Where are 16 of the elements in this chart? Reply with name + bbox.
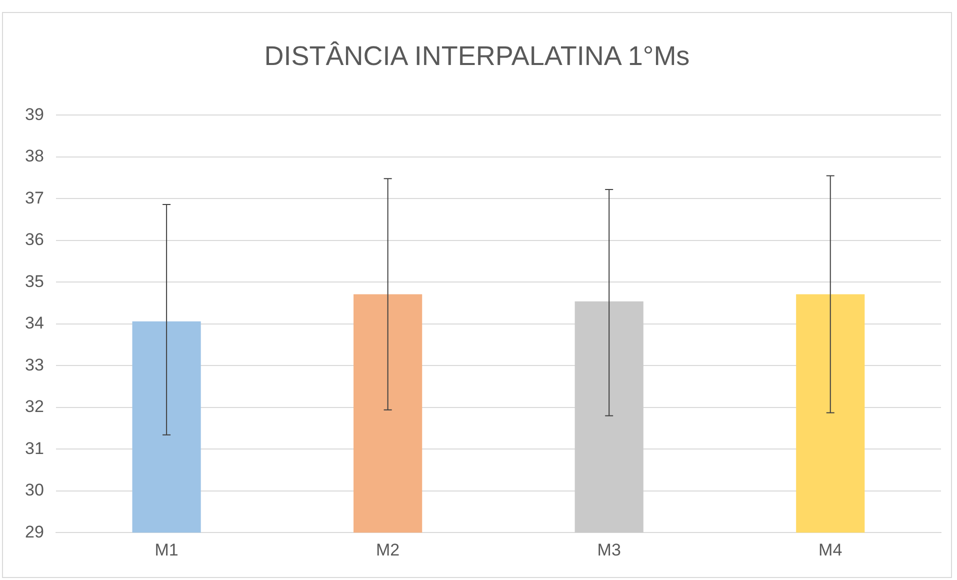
chart-title: DISTÂNCIA INTERPALATINA 1°Ms	[263, 41, 691, 72]
x-tick-label: M1	[154, 540, 178, 560]
x-tick-label: M2	[376, 540, 400, 560]
y-tick-label: 37	[24, 188, 44, 208]
y-tick-label: 36	[24, 230, 44, 250]
y-tick-label: 30	[24, 480, 44, 500]
y-tick-label: 38	[24, 146, 44, 166]
y-tick-label: 32	[24, 397, 44, 416]
y-tick-label: 35	[24, 272, 44, 291]
y-tick-label: 39	[24, 104, 44, 124]
x-tick-label: M3	[597, 540, 621, 560]
y-tick-label: 33	[24, 355, 44, 374]
y-tick-label: 31	[24, 438, 44, 458]
y-tick-label: 29	[24, 522, 44, 542]
y-tick-label: 34	[24, 314, 44, 333]
x-tick-label: M4	[818, 540, 842, 560]
